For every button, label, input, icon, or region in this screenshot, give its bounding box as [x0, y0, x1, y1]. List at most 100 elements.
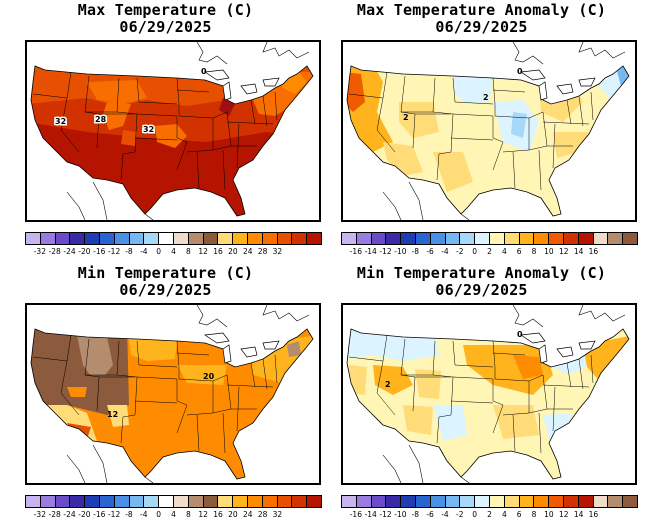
colorbar-swatch — [445, 496, 461, 507]
colorbar-tick-label: 4 — [501, 510, 507, 519]
panel-max-temperature: Max Temperature (C) 06/29/2025 — [0, 0, 331, 263]
colorbar-tick-label: -32 — [33, 510, 46, 519]
colorbar-swatch — [55, 496, 71, 507]
panel-date: 06/29/2025 — [435, 281, 528, 299]
colorbar-tick-label: -8 — [125, 247, 133, 256]
colorbar-tick-label: -12 — [379, 510, 392, 519]
colorbar-tick-label: -32 — [33, 247, 46, 256]
colorbar-swatch — [114, 496, 130, 507]
colorbar-swatch — [608, 233, 624, 244]
colorbar-tick-label: -16 — [349, 510, 362, 519]
colorbar-swatch — [203, 233, 219, 244]
panel-min-temperature: Min Temperature (C) 06/29/2025 — [0, 263, 331, 526]
colorbar-tick-label: 4 — [501, 247, 507, 256]
colorbar-swatch — [173, 233, 189, 244]
colorbar-swatch — [26, 233, 41, 244]
colorbar-swatch — [608, 496, 624, 507]
panel-title: Min Temperature (C) — [77, 264, 254, 282]
colorbar-tick-label: 0 — [472, 247, 478, 256]
us-map: 20 12 — [25, 303, 321, 485]
colorbar-tick-label: 0 — [472, 510, 478, 519]
colorbar-swatch — [475, 233, 490, 244]
colorbar-swatch — [430, 233, 446, 244]
colorbar — [341, 495, 638, 508]
colorbar-swatch — [549, 233, 564, 244]
colorbar-tick-label: -4 — [441, 247, 449, 256]
colorbar-tick-label: 10 — [544, 510, 554, 519]
colorbar-swatch — [593, 233, 609, 244]
colorbar-tick-label: -6 — [426, 247, 434, 256]
colorbar-swatch — [623, 496, 637, 507]
colorbar-tick-label: -16 — [349, 247, 362, 256]
colorbar-swatch — [159, 496, 174, 507]
colorbar-tick-label: -14 — [364, 510, 377, 519]
colorbar-swatch — [489, 496, 505, 507]
colorbar-tick-label: 16 — [213, 510, 223, 519]
colorbar-swatch — [233, 496, 248, 507]
colorbar-swatch — [356, 496, 372, 507]
colorbar-ticks: -16 -14 -12 -10 -8 -6 -4 -2 0 2 4 6 8 10 12 14 16 — [341, 510, 638, 522]
colorbar-swatch — [445, 233, 461, 244]
colorbar-swatch — [85, 233, 100, 244]
colorbar — [25, 495, 322, 508]
colorbar-swatch — [292, 496, 308, 507]
colorbar-tick-label: 8 — [185, 510, 191, 519]
colorbar-swatch — [578, 233, 594, 244]
colorbar-swatch — [460, 233, 476, 244]
colorbar-tick-label: 20 — [228, 510, 238, 519]
us-map: 0 2 — [341, 303, 637, 485]
map-label: 0 — [517, 67, 523, 76]
colorbar-tick-label: 24 — [242, 247, 253, 256]
colorbar-swatch — [386, 233, 402, 244]
colorbar-tick-label: -12 — [107, 510, 121, 519]
colorbar-tick-label: 16 — [588, 247, 599, 256]
colorbar-tick-label: 12 — [198, 247, 208, 256]
colorbar-tick-label: 16 — [213, 247, 223, 256]
colorbar-swatch — [144, 233, 160, 244]
map-label: 0 — [517, 330, 523, 339]
colorbar-swatch — [203, 496, 219, 507]
colorbar-tick-label: 4 — [171, 510, 176, 519]
colorbar — [25, 232, 322, 245]
colorbar-swatch — [504, 233, 520, 244]
colorbar-tick-label: 32 — [272, 510, 283, 519]
colorbar-swatch — [342, 233, 357, 244]
us-map: 0 2 2 — [341, 40, 637, 222]
colorbar-tick-label: 12 — [558, 247, 569, 256]
colorbar-tick-label: -4 — [140, 247, 148, 256]
colorbar-tick-label: -6 — [426, 510, 434, 519]
colorbar-swatch — [99, 233, 115, 244]
colorbar-ticks: -32 -28 -24 -20 -16 -12 -8 -4 0 4 8 12 16 20 24 28 32 — [25, 510, 322, 522]
colorbar-swatch — [549, 496, 564, 507]
colorbar-swatch — [247, 233, 263, 244]
colorbar-tick-label: 16 — [588, 510, 599, 519]
map-label: 12 — [107, 410, 118, 419]
colorbar-swatch — [534, 496, 550, 507]
panel-title: Max Temperature Anomaly (C) — [356, 1, 607, 19]
colorbar-swatch — [277, 496, 293, 507]
colorbar-swatch — [262, 233, 278, 244]
colorbar-swatch — [218, 233, 234, 244]
colorbar-tick-label: 6 — [516, 510, 522, 519]
colorbar-tick-label: 0 — [156, 510, 162, 519]
colorbar-tick-label: -8 — [411, 247, 419, 256]
colorbar-swatch — [371, 496, 387, 507]
colorbar-tick-label: -4 — [140, 510, 148, 519]
colorbar-swatch — [218, 496, 234, 507]
colorbar-tick-label: -28 — [48, 510, 61, 519]
colorbar-tick-label: -10 — [394, 247, 407, 256]
colorbar-tick-label: -28 — [48, 247, 61, 256]
colorbar-tick-label: -12 — [379, 247, 392, 256]
colorbar-swatch — [292, 233, 308, 244]
colorbar-swatch — [563, 496, 579, 507]
colorbar-swatch — [489, 233, 505, 244]
map-label: 2 — [483, 93, 489, 102]
colorbar-tick-label: 8 — [185, 247, 191, 256]
colorbar-tick-label: -4 — [441, 510, 449, 519]
colorbar-tick-label: 14 — [573, 247, 584, 256]
colorbar-swatch — [519, 233, 535, 244]
colorbar-tick-label: 0 — [156, 247, 162, 256]
colorbar-tick-label: 14 — [573, 510, 584, 519]
colorbar-swatch — [85, 496, 100, 507]
colorbar-swatch — [307, 233, 321, 244]
